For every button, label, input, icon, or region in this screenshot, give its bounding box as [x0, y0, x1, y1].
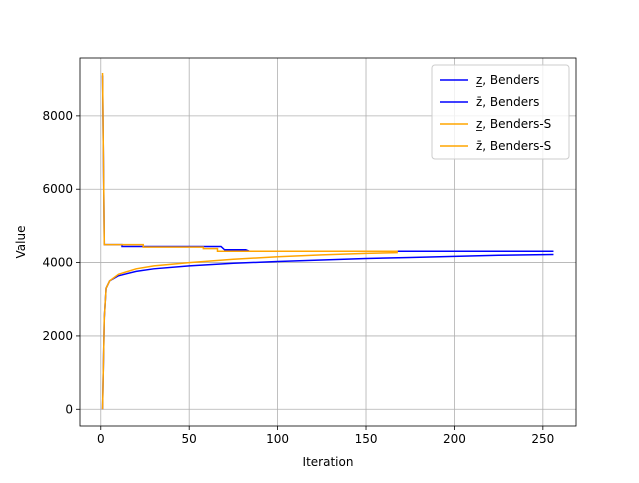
plot-frame [79, 57, 577, 427]
legend-label: z̄, Benders [476, 95, 539, 109]
legend-label: z̄, Benders-S [476, 139, 551, 153]
y-tick-label: 6000 [42, 182, 73, 196]
x-tick-label: 150 [355, 432, 378, 446]
x-tick-label: 250 [531, 432, 554, 446]
y-tick-label: 8000 [42, 109, 73, 123]
y-tick-label: 0 [65, 402, 73, 416]
y-tick-label: 4000 [42, 256, 73, 270]
x-tick-label: 200 [443, 432, 466, 446]
x-tick-label: 100 [266, 432, 289, 446]
series-line [101, 253, 554, 410]
legend-label: z̲, Benders-S [475, 117, 551, 131]
x-tick-label: 50 [182, 432, 197, 446]
y-tick-label: 2000 [42, 329, 73, 343]
x-axis-label: Iteration [303, 455, 354, 469]
y-axis-label: Value [14, 226, 28, 259]
series-line [101, 72, 398, 252]
legend-label: z̲, Benders [475, 73, 539, 87]
series-line [101, 251, 398, 410]
x-tick-label: 0 [97, 432, 105, 446]
legend-box [431, 64, 570, 160]
